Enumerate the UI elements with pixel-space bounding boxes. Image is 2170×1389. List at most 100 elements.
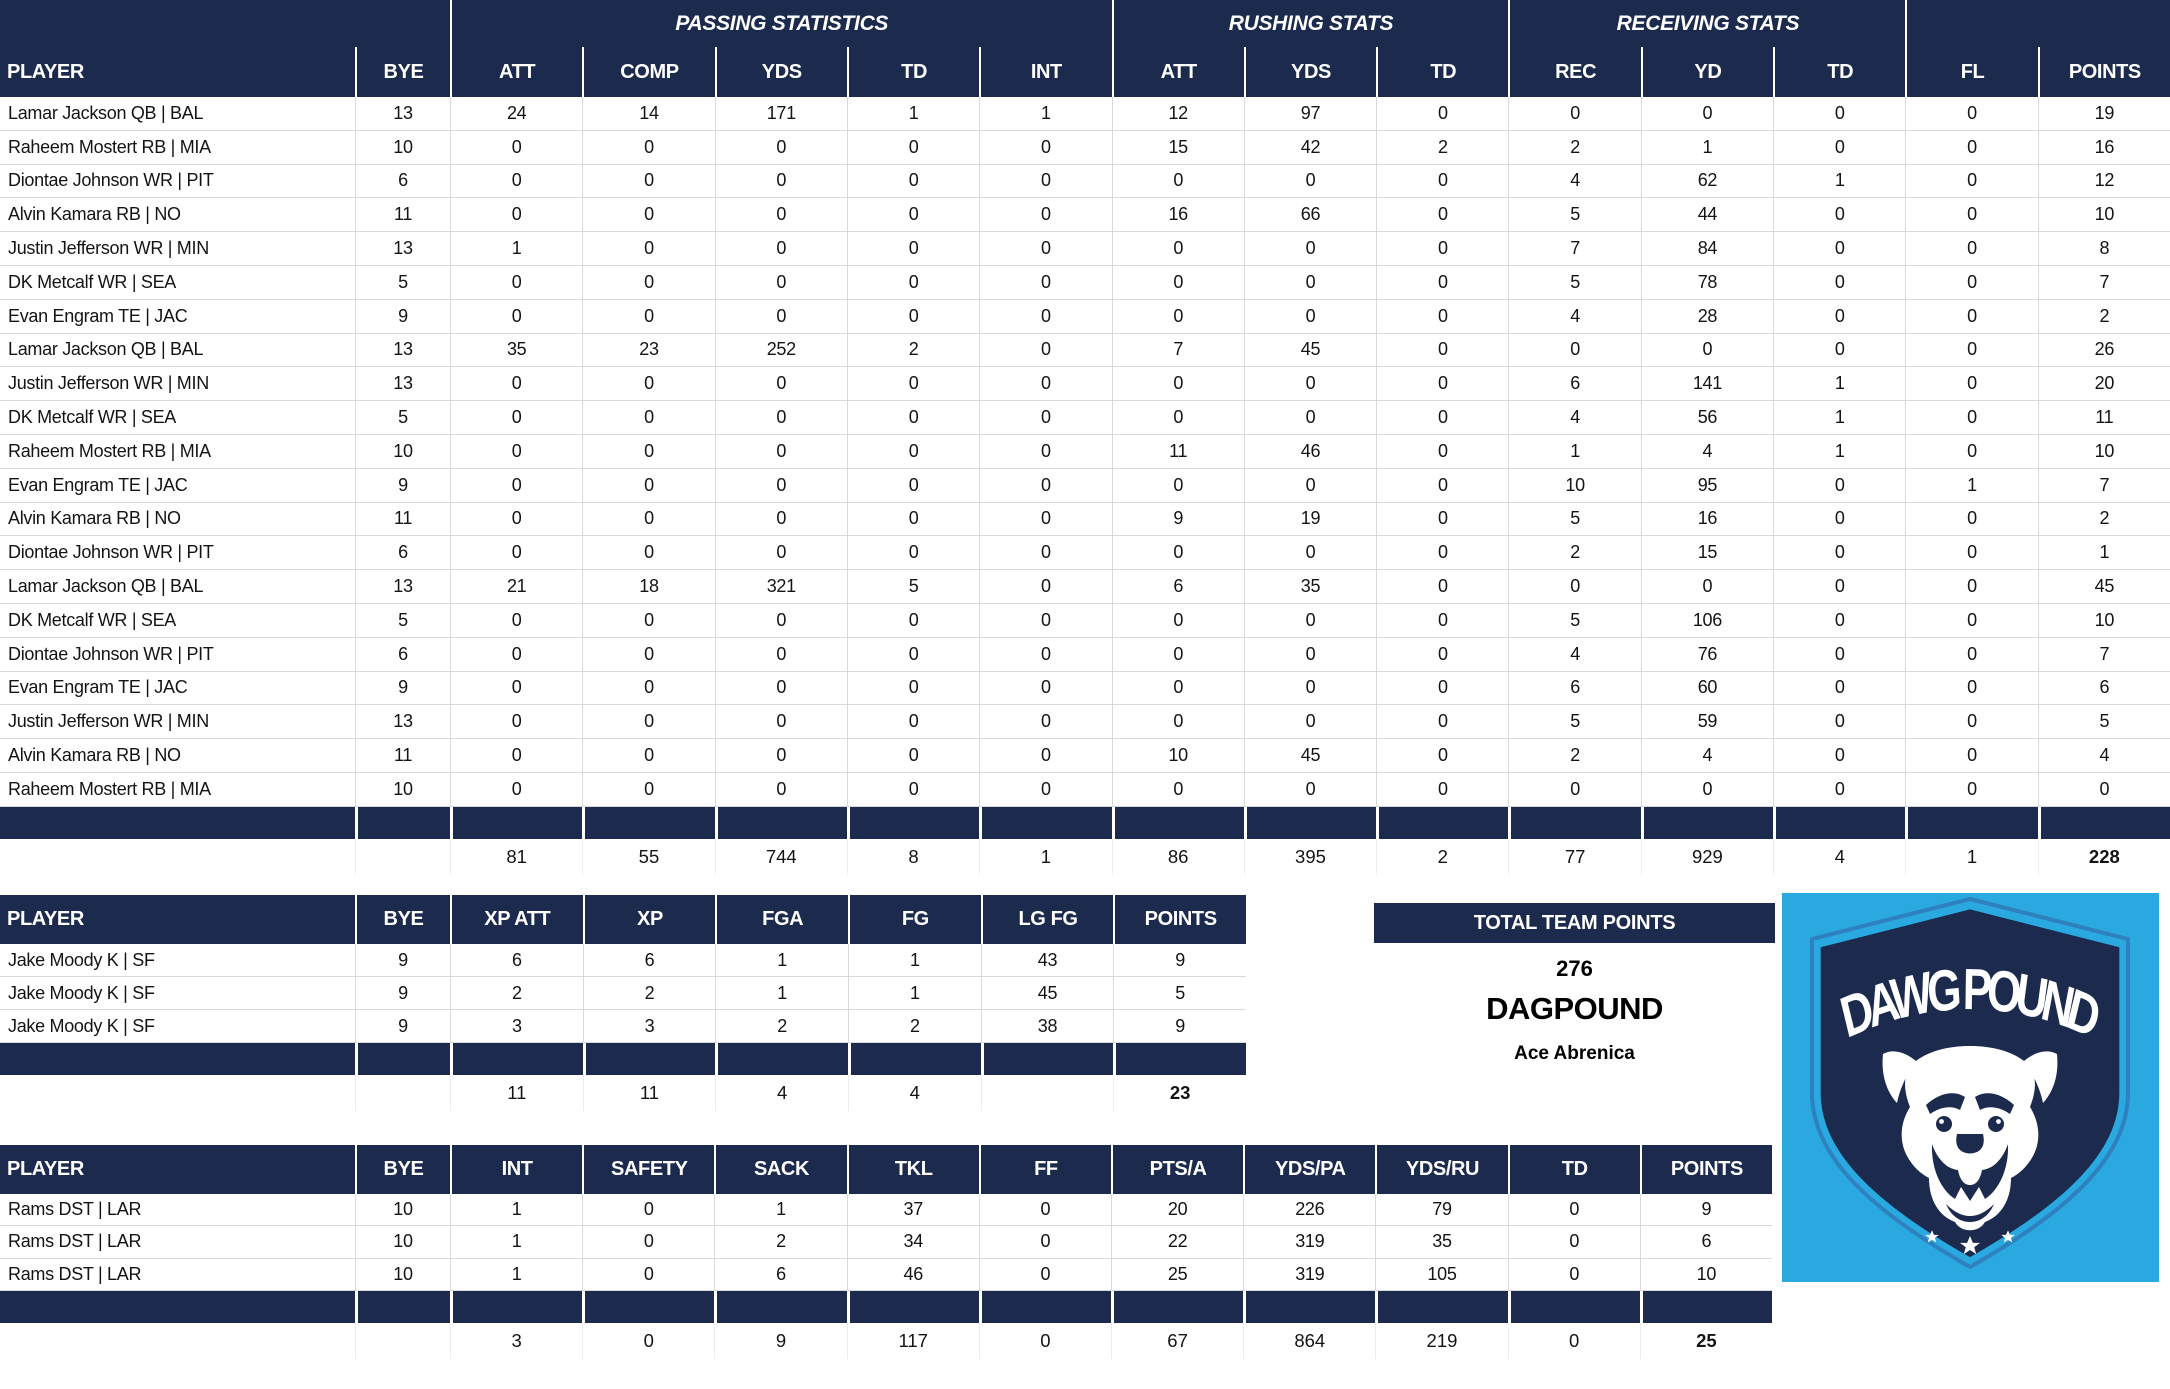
- stat-cell[interactable]: 10: [2037, 434, 2170, 469]
- stat-cell[interactable]: 0: [1376, 434, 1509, 469]
- stat-cell[interactable]: 9: [1113, 1010, 1246, 1043]
- stat-cell[interactable]: 2: [1376, 130, 1509, 165]
- stat-cell[interactable]: 0: [1243, 772, 1377, 807]
- stat-cell[interactable]: 0: [1376, 198, 1509, 233]
- stat-cell[interactable]: 20: [2037, 367, 2170, 402]
- stat-cell[interactable]: 15: [1640, 536, 1774, 571]
- player-cell[interactable]: Raheem Mostert RB | MIA: [0, 131, 355, 165]
- stat-cell[interactable]: 0: [1773, 299, 1906, 334]
- stat-cell[interactable]: 0: [1905, 739, 2038, 773]
- stat-cell[interactable]: 26: [2037, 333, 2170, 368]
- stat-cell[interactable]: 226: [1243, 1194, 1376, 1227]
- stat-cell[interactable]: 1: [714, 1194, 847, 1227]
- stat-cell[interactable]: 0: [1111, 705, 1244, 740]
- player-cell[interactable]: Rams DST | LAR: [0, 1259, 355, 1291]
- stat-cell[interactable]: 1: [2037, 536, 2170, 571]
- stat-cell[interactable]: 4: [1640, 739, 1774, 773]
- stat-cell[interactable]: 0: [846, 299, 980, 334]
- stat-cell[interactable]: 1: [1773, 164, 1906, 199]
- stat-cell[interactable]: 0: [979, 367, 1112, 402]
- stat-cell[interactable]: 9: [355, 299, 450, 334]
- column-header[interactable]: XP ATT: [450, 895, 583, 944]
- stat-cell[interactable]: 9: [355, 671, 450, 706]
- total-cell[interactable]: 117: [846, 1322, 979, 1359]
- total-cell[interactable]: [355, 838, 450, 875]
- column-header[interactable]: LG FG: [980, 895, 1114, 944]
- stat-cell[interactable]: 46: [846, 1258, 979, 1291]
- column-header[interactable]: INT: [450, 1145, 583, 1194]
- stat-cell[interactable]: 11: [355, 739, 450, 773]
- stat-cell[interactable]: 0: [846, 502, 980, 537]
- stat-cell[interactable]: 0: [846, 468, 980, 503]
- total-cell[interactable]: 4: [715, 1075, 848, 1111]
- stat-cell[interactable]: 13: [355, 232, 450, 266]
- stat-cell[interactable]: 0: [450, 434, 583, 469]
- stat-cell[interactable]: 3: [450, 1010, 583, 1043]
- stat-cell[interactable]: 0: [979, 333, 1112, 368]
- stat-cell[interactable]: 0: [450, 705, 583, 740]
- column-header[interactable]: FGA: [715, 895, 848, 944]
- stat-cell[interactable]: 0: [846, 536, 980, 571]
- stat-cell[interactable]: 20: [1110, 1194, 1244, 1227]
- player-cell[interactable]: Raheem Mostert RB | MIA: [0, 435, 355, 469]
- stat-cell[interactable]: 0: [582, 468, 715, 503]
- stat-cell[interactable]: 13: [355, 367, 450, 402]
- stat-cell[interactable]: 44: [1640, 198, 1774, 233]
- column-header[interactable]: BYE: [355, 895, 450, 944]
- stat-cell[interactable]: 0: [582, 164, 715, 199]
- stat-cell[interactable]: 0: [450, 299, 583, 334]
- stat-cell[interactable]: 252: [714, 333, 847, 368]
- stat-cell[interactable]: 0: [846, 164, 980, 199]
- stat-cell[interactable]: 6: [714, 1258, 847, 1291]
- stat-cell[interactable]: 106: [1640, 603, 1774, 638]
- total-cell[interactable]: 67: [1110, 1322, 1243, 1359]
- stat-cell[interactable]: 1: [715, 944, 848, 977]
- stat-cell[interactable]: 0: [1640, 333, 1774, 368]
- stat-cell[interactable]: 60: [1640, 671, 1774, 706]
- stat-cell[interactable]: 0: [714, 536, 847, 571]
- stat-cell[interactable]: 6: [2037, 671, 2170, 706]
- player-cell[interactable]: DK Metcalf WR | SEA: [0, 401, 355, 435]
- stat-cell[interactable]: 42: [1243, 130, 1377, 165]
- stat-cell[interactable]: 0: [846, 367, 980, 402]
- stat-cell[interactable]: 0: [979, 502, 1112, 537]
- player-cell[interactable]: Jake Moody K | SF: [0, 944, 355, 977]
- stat-cell[interactable]: 0: [1376, 97, 1509, 131]
- player-cell[interactable]: Evan Engram TE | JAC: [0, 469, 355, 503]
- stat-cell[interactable]: 0: [1507, 1194, 1640, 1227]
- stat-cell[interactable]: 22: [1110, 1226, 1244, 1259]
- stat-cell[interactable]: 0: [582, 401, 715, 435]
- total-cell[interactable]: 86: [1111, 838, 1244, 875]
- total-cell[interactable]: 4: [848, 1075, 981, 1111]
- stat-cell[interactable]: 0: [979, 772, 1112, 807]
- stat-cell[interactable]: 4: [1508, 164, 1641, 199]
- stat-cell[interactable]: 0: [846, 705, 980, 740]
- stat-cell[interactable]: 0: [979, 570, 1112, 604]
- stat-cell[interactable]: 11: [1111, 434, 1244, 469]
- column-header[interactable]: ATT: [450, 47, 583, 97]
- stat-cell[interactable]: 11: [355, 502, 450, 537]
- stat-cell[interactable]: 0: [714, 164, 847, 199]
- stat-cell[interactable]: 0: [1243, 637, 1377, 672]
- stat-cell[interactable]: 0: [1905, 671, 2038, 706]
- total-cell[interactable]: 55: [582, 838, 714, 875]
- stat-cell[interactable]: 0: [846, 637, 980, 672]
- stat-cell[interactable]: 12: [2037, 164, 2170, 199]
- stat-cell[interactable]: 0: [582, 603, 715, 638]
- total-cell[interactable]: 9: [714, 1322, 846, 1359]
- stat-cell[interactable]: 0: [714, 367, 847, 402]
- stat-cell[interactable]: 2: [848, 1010, 981, 1043]
- column-header[interactable]: TD: [1376, 47, 1509, 97]
- stat-cell[interactable]: 0: [1773, 705, 1906, 740]
- stat-cell[interactable]: 78: [1640, 265, 1774, 300]
- stat-cell[interactable]: 0: [1905, 603, 2038, 638]
- stat-cell[interactable]: 0: [979, 705, 1112, 740]
- stat-cell[interactable]: 0: [582, 299, 715, 334]
- player-cell[interactable]: Justin Jefferson WR | MIN: [0, 705, 355, 740]
- stat-cell[interactable]: 0: [1111, 299, 1244, 334]
- stat-cell[interactable]: 35: [450, 333, 583, 368]
- player-cell[interactable]: DK Metcalf WR | SEA: [0, 604, 355, 638]
- stat-cell[interactable]: 13: [355, 333, 450, 368]
- stat-cell[interactable]: 0: [450, 739, 583, 773]
- stat-cell[interactable]: 0: [582, 1258, 715, 1291]
